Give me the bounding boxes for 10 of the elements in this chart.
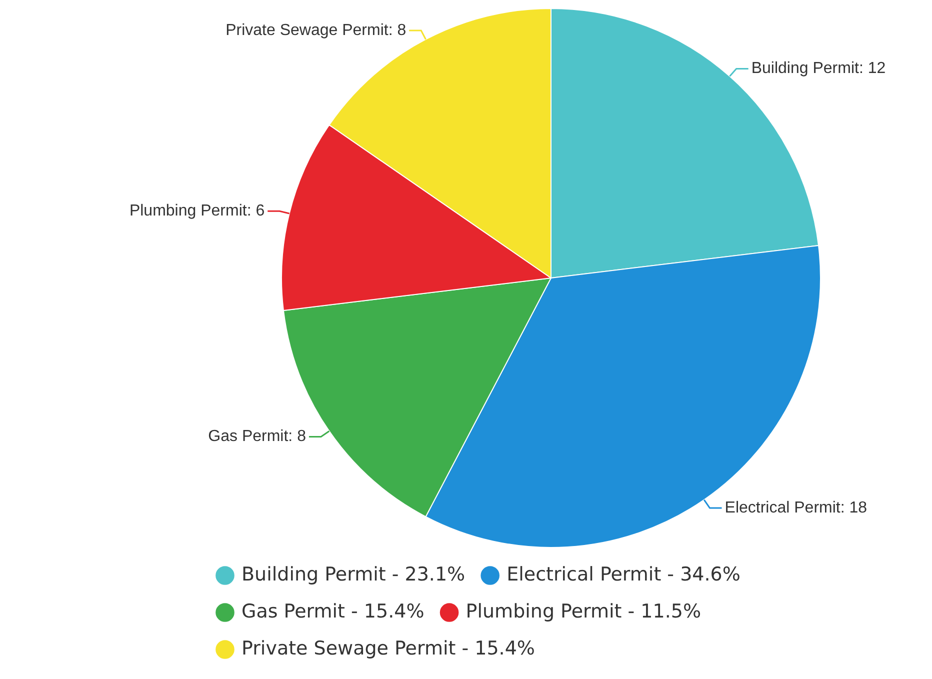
legend-label: Electrical Permit - 34.6%	[506, 563, 740, 586]
data-label: Private Sewage Permit: 8	[226, 22, 406, 39]
legend-label: Private Sewage Permit - 15.4%	[242, 637, 535, 660]
legend-label: Building Permit - 23.1%	[242, 563, 466, 586]
legend-label: Plumbing Permit - 11.5%	[466, 600, 702, 622]
data-label: Gas Permit: 8	[208, 428, 306, 446]
data-label: Plumbing Permit: 6	[129, 202, 265, 220]
data-label: Building Permit: 12	[751, 60, 886, 78]
data-label: Electrical Permit: 18	[724, 499, 868, 516]
legend-label: Gas Permit - 15.4%	[242, 600, 424, 622]
